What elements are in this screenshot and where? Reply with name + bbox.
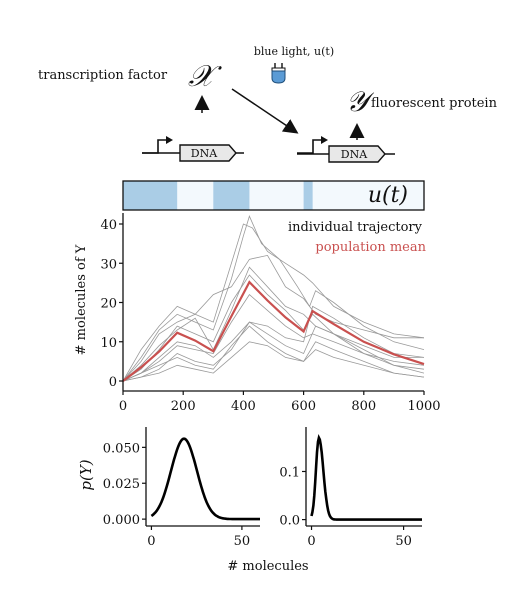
left-dist-density-curve xyxy=(150,437,260,521)
left-dist-ytick-label: 0.025 xyxy=(103,477,140,492)
right-dist-ytick-label: 0.1 xyxy=(279,465,300,480)
dist-xlabel: # molecules xyxy=(227,559,308,574)
individual-trajectory-line xyxy=(122,325,425,382)
main-ylabel: # molecules of Y xyxy=(74,244,89,355)
right-dist-density-curve xyxy=(310,433,422,521)
input-label: u(t) xyxy=(368,183,408,208)
input-pulses xyxy=(123,181,313,210)
individual-trajectory-line xyxy=(122,341,425,382)
main-ytick-label: 0 xyxy=(109,375,117,390)
right-dist-xtick-label: 0 xyxy=(307,534,315,549)
population-mean-line xyxy=(122,280,425,382)
promoter-right-arrowhead-icon xyxy=(321,136,328,144)
blue-light-label: blue light, u(t) xyxy=(254,45,334,58)
individual-trajectory-line xyxy=(122,215,425,382)
distribution-plot-right: 0.0 0.1 0 50 xyxy=(279,427,422,549)
schematic: transcription factor 𝒳 DNA blue light, u… xyxy=(38,45,498,163)
dna-left-label: DNA xyxy=(191,147,218,160)
left-dist-xtick-label: 0 xyxy=(147,534,155,549)
right-dist-xtick-label: 50 xyxy=(395,534,412,549)
dna-right-box xyxy=(328,145,386,163)
light-bulb-icon xyxy=(271,63,286,84)
main-ytick-label: 30 xyxy=(100,257,117,272)
main-xtick-label: 600 xyxy=(291,399,316,414)
left-dist-ytick-label: 0.050 xyxy=(103,441,140,456)
activation-arrow xyxy=(231,88,299,134)
main-xtick-label: 1000 xyxy=(407,399,440,414)
input-pulse xyxy=(213,181,250,210)
input-pulse xyxy=(123,181,178,210)
promoter-left-arrowhead-icon xyxy=(166,136,173,144)
dna-right-label: DNA xyxy=(341,148,368,161)
individual-trajectory-line xyxy=(122,293,425,382)
individual-trajectory-line xyxy=(122,274,425,382)
individual-trajectory-line xyxy=(122,266,424,382)
tf-symbol: 𝒳 xyxy=(188,59,222,94)
distribution-plot-left: 0.000 0.025 0.050 0 50 xyxy=(103,427,260,549)
dist-ylabel: p(Y) xyxy=(77,459,95,490)
promoter-left-icon xyxy=(142,139,170,154)
main-xtick-label: 400 xyxy=(231,399,256,414)
individual-trajectory-line xyxy=(122,305,425,382)
dna-left-box xyxy=(179,144,237,162)
main-xtick-label: 200 xyxy=(171,399,196,414)
main-ytick-label: 10 xyxy=(100,336,117,351)
main-xtick-label: 800 xyxy=(351,399,376,414)
left-dist-xtick-label: 50 xyxy=(234,534,251,549)
input-strip: u(t) xyxy=(122,180,425,211)
individual-trajectory-line xyxy=(122,254,424,382)
right-dist-ytick-label: 0.0 xyxy=(279,514,300,529)
main-xtick-label: 0 xyxy=(119,399,127,414)
left-dist-ytick-label: 0.000 xyxy=(103,513,140,528)
trajectory-lines xyxy=(122,215,425,382)
promoter-right-icon xyxy=(297,139,325,154)
transcription-factor-label: transcription factor xyxy=(38,68,168,83)
fluorescent-protein-label: fluorescent protein xyxy=(371,96,498,111)
legend-trajectory: individual trajectory xyxy=(288,220,423,235)
main-ytick-label: 40 xyxy=(100,218,117,233)
main-ytick-label: 20 xyxy=(100,297,117,312)
legend-mean: population mean xyxy=(315,240,426,255)
individual-trajectory-line xyxy=(122,223,425,382)
input-strip-frame xyxy=(122,180,425,211)
input-pulse xyxy=(303,181,313,210)
